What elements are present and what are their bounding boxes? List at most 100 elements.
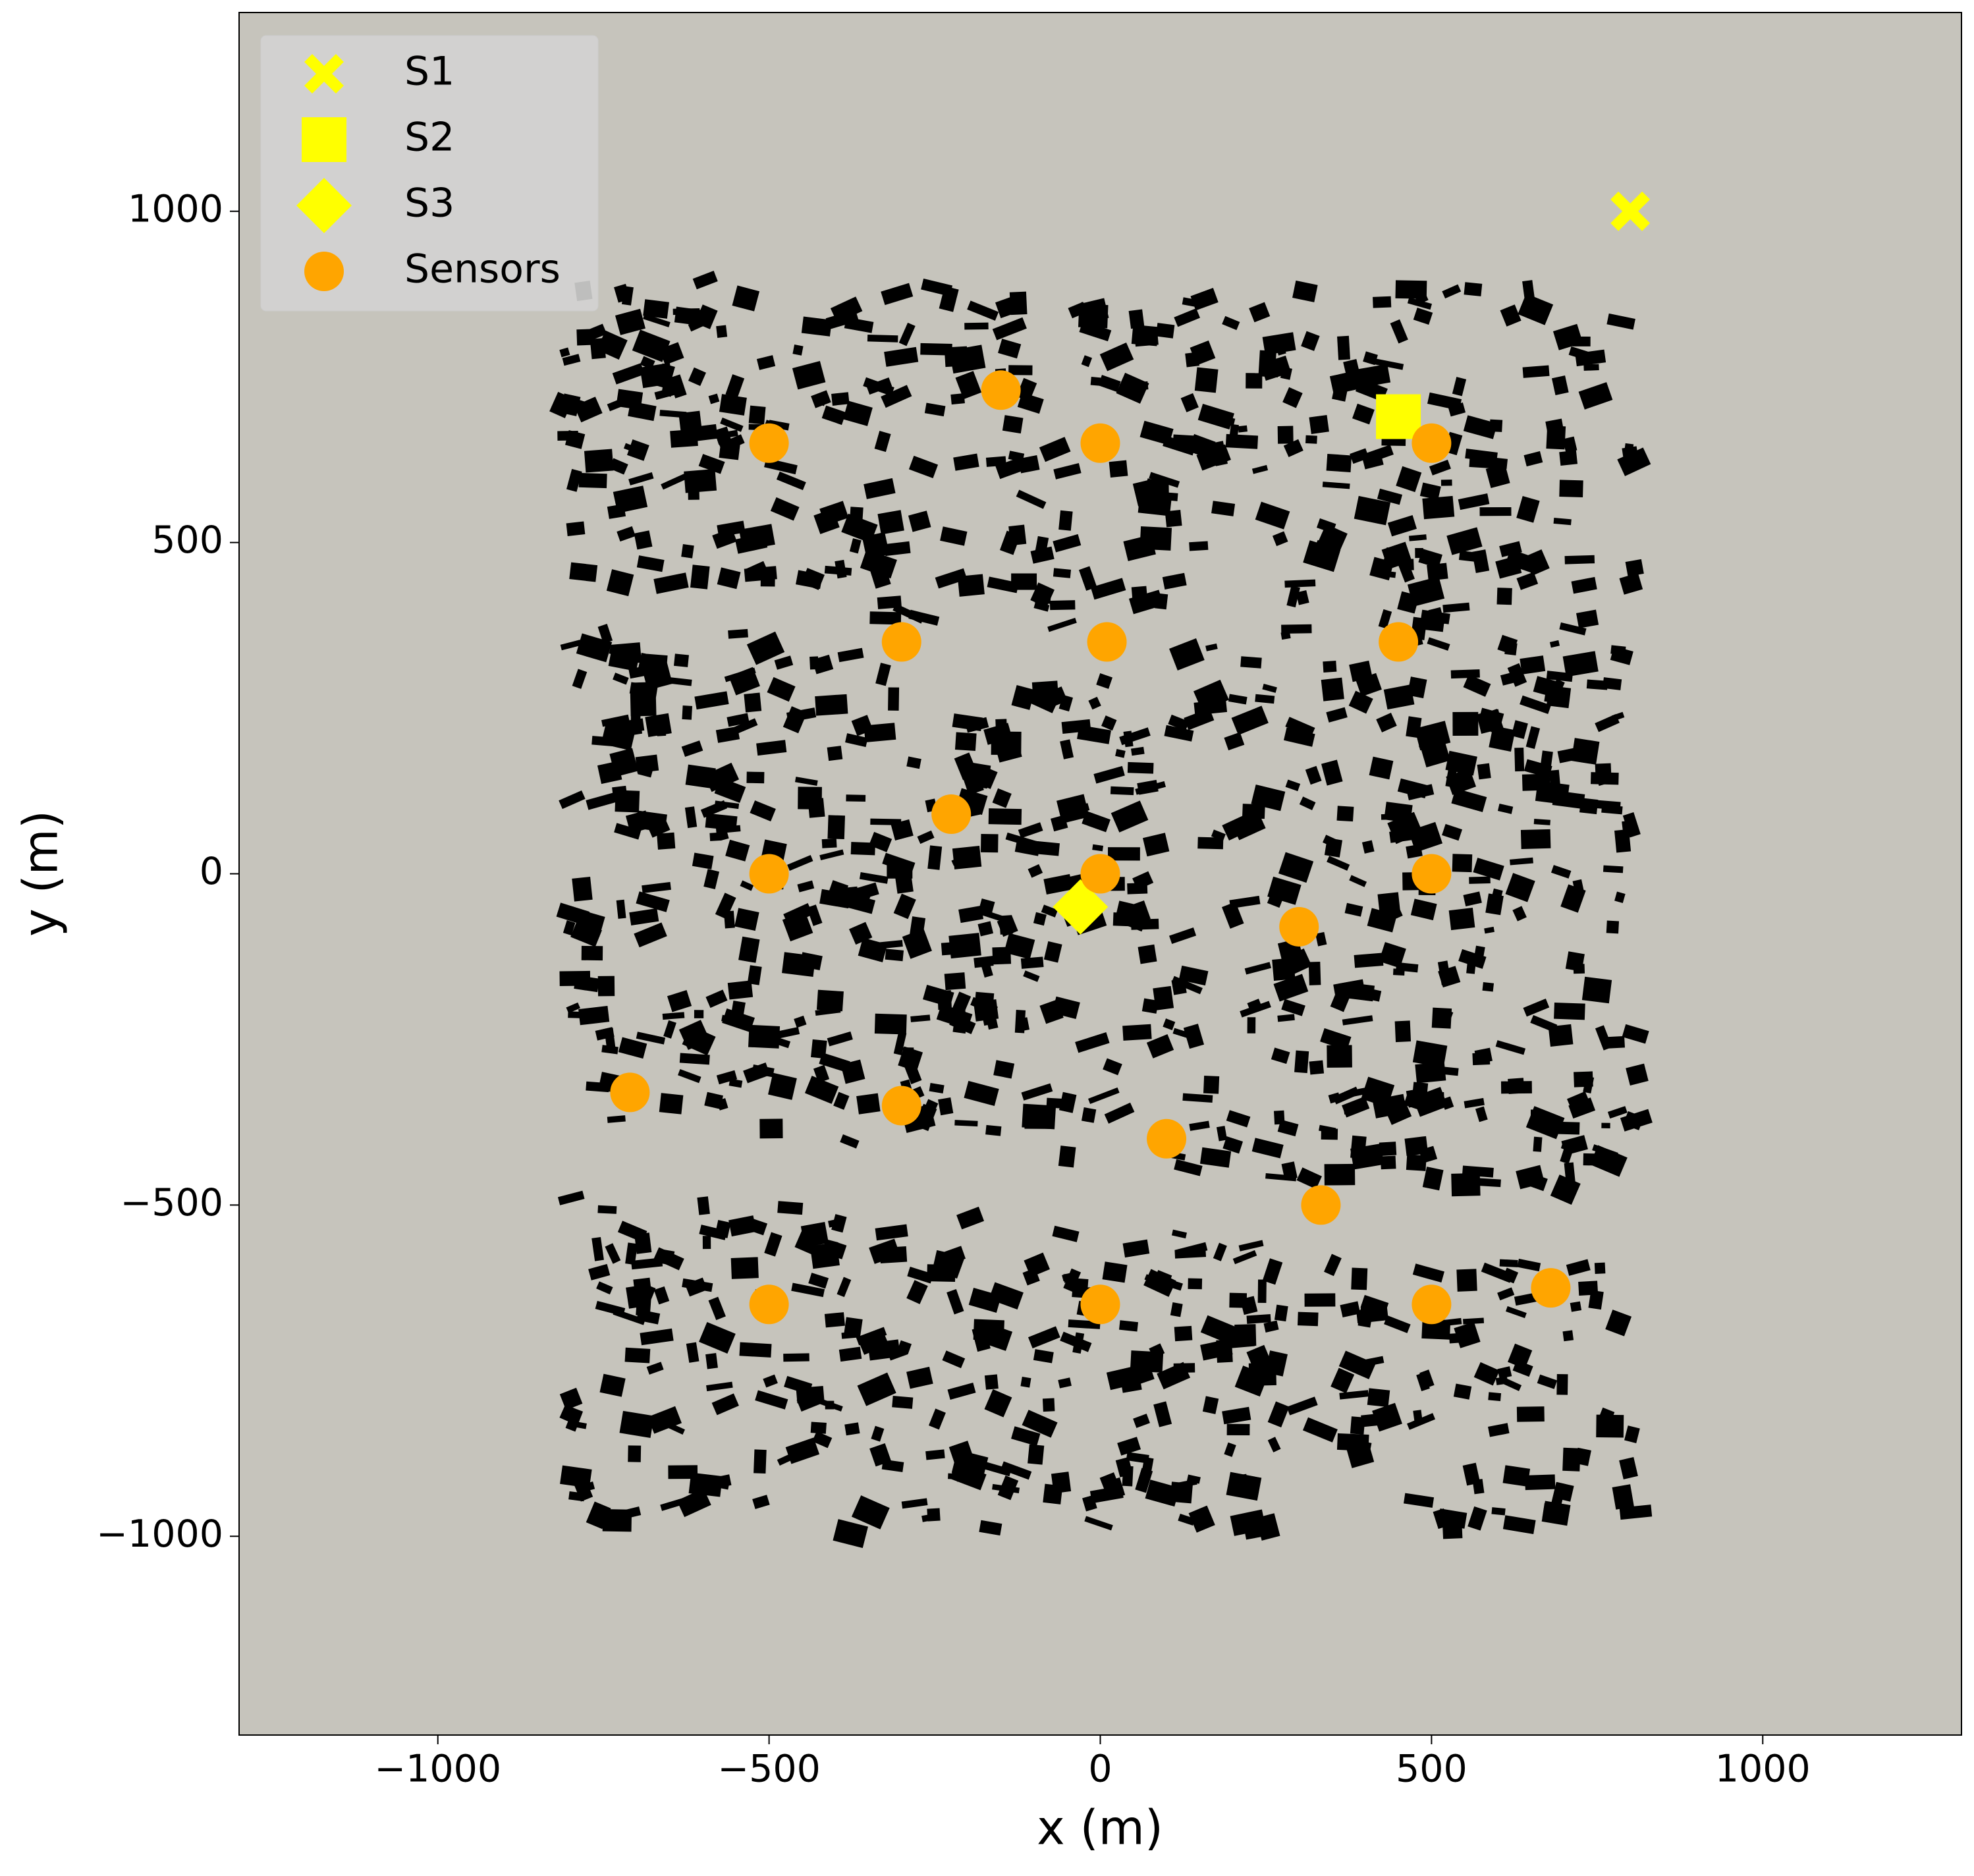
building [1495, 1040, 1526, 1055]
building [763, 1374, 778, 1388]
building [613, 673, 629, 685]
building [1619, 572, 1643, 595]
building [1135, 781, 1166, 795]
building [1202, 1396, 1219, 1414]
building [1450, 669, 1480, 679]
building [572, 876, 593, 902]
legend-marker [304, 252, 344, 291]
building [1546, 425, 1566, 450]
building [716, 1070, 738, 1085]
building [722, 1008, 755, 1033]
building [1546, 671, 1573, 682]
building [768, 1072, 797, 1100]
building [727, 980, 754, 1000]
building [694, 691, 729, 710]
building [727, 713, 750, 727]
building [1317, 518, 1336, 534]
building [672, 308, 700, 316]
building [1327, 1045, 1352, 1068]
building [978, 898, 995, 914]
building [952, 713, 983, 731]
building [914, 1103, 937, 1132]
building [1056, 794, 1089, 824]
building [744, 1217, 768, 1236]
building [630, 711, 641, 729]
building [1346, 982, 1375, 1002]
building [863, 377, 894, 397]
building [581, 945, 603, 961]
building [920, 343, 952, 356]
building [679, 1053, 710, 1065]
building [1606, 920, 1620, 934]
building [1473, 858, 1504, 881]
building [783, 1353, 809, 1362]
building [1476, 709, 1503, 734]
building [1380, 1155, 1396, 1170]
building [1328, 1092, 1341, 1104]
building [1131, 586, 1148, 604]
building [1499, 1259, 1518, 1267]
building [1489, 419, 1503, 432]
building [1495, 555, 1522, 579]
building [867, 334, 898, 343]
building [989, 1282, 1024, 1310]
building [681, 543, 694, 559]
building [1169, 927, 1197, 944]
building [1377, 488, 1403, 505]
building [1489, 725, 1516, 752]
building [643, 299, 669, 319]
building [817, 1398, 843, 1412]
building [653, 572, 689, 594]
building [1107, 847, 1140, 861]
building [1429, 459, 1451, 476]
building [692, 270, 718, 290]
building [819, 849, 844, 861]
building [1141, 1456, 1154, 1474]
building [1418, 549, 1442, 568]
building [1273, 974, 1309, 1002]
building [1463, 415, 1498, 439]
building [1028, 864, 1043, 878]
building [770, 497, 800, 521]
building [860, 549, 897, 579]
building [1354, 952, 1384, 968]
building [776, 471, 806, 491]
building [800, 1221, 829, 1248]
building [1274, 1304, 1288, 1322]
building [944, 972, 966, 991]
buildings [549, 270, 1653, 1549]
building [1255, 501, 1290, 530]
building [1443, 1066, 1459, 1076]
building [768, 420, 790, 431]
building [1163, 1018, 1176, 1030]
building [653, 1286, 670, 1305]
building [1182, 1093, 1213, 1103]
building [1497, 803, 1514, 814]
building [1605, 1310, 1632, 1337]
building [977, 908, 1008, 924]
building [998, 339, 1022, 359]
building [1514, 1292, 1538, 1306]
building [1516, 1406, 1545, 1422]
building [628, 472, 654, 485]
building [794, 1015, 807, 1028]
building [1285, 779, 1301, 792]
building [850, 842, 875, 856]
building [1320, 1028, 1352, 1051]
building [1119, 1320, 1138, 1332]
building [975, 1321, 1013, 1351]
building [1512, 906, 1527, 922]
building [1078, 566, 1097, 591]
building [1361, 840, 1375, 854]
building [800, 952, 823, 970]
building [769, 1026, 800, 1041]
building [714, 777, 746, 803]
x-tick-label: 1000 [1715, 1748, 1811, 1791]
building [1133, 1414, 1150, 1428]
building [1102, 1261, 1128, 1283]
building [1556, 1374, 1568, 1395]
building [1190, 288, 1219, 311]
building [756, 740, 787, 756]
building [615, 790, 640, 813]
building [739, 1342, 772, 1358]
